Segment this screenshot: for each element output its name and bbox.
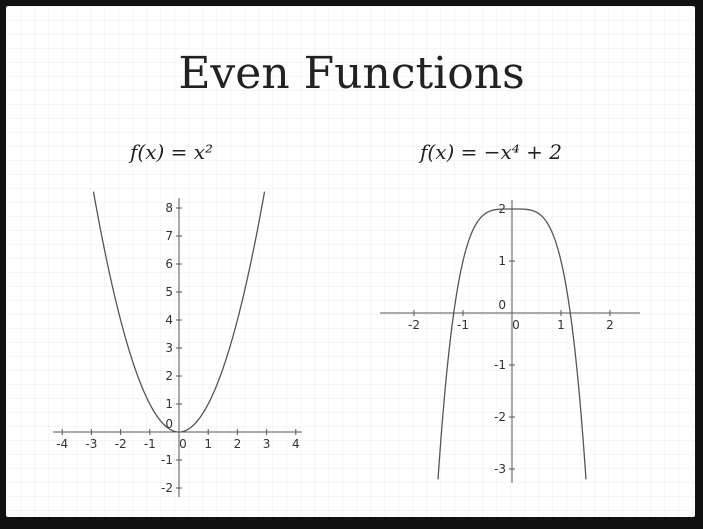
x-tick-label: 0 <box>512 318 520 332</box>
formula-left: f(x) = x² <box>130 140 214 164</box>
x-tick-label: -1 <box>457 318 469 332</box>
y-tick-label: 4 <box>165 313 173 327</box>
y-tick-label: 3 <box>165 341 173 355</box>
y-tick-label: -2 <box>494 410 506 424</box>
x-tick-label: 4 <box>292 437 300 451</box>
x-tick-label: -4 <box>56 437 68 451</box>
chart-right: -2 -1 0 1 221-1-2-30 <box>380 200 640 483</box>
x-tick-label: 3 <box>263 437 271 451</box>
y-tick-label: 5 <box>165 285 173 299</box>
x-tick-label: 2 <box>606 318 614 332</box>
chart-left: -4 -3 -2 -1 0 1 2 3 4 8 7 6 5 4 3 2 1 -1 -2 0 <box>53 191 302 497</box>
y-tick-label: 1 <box>165 397 173 411</box>
x-tick-label: -3 <box>85 437 97 451</box>
y-tick-label: 2 <box>165 369 173 383</box>
x-tick-label: 1 <box>557 318 565 332</box>
slide <box>6 6 695 517</box>
y-tick-label: 7 <box>165 229 173 243</box>
x-tick-label: -2 <box>408 318 420 332</box>
x-tick-label: -2 <box>115 437 127 451</box>
y-tick-label: 6 <box>165 257 173 271</box>
y-tick-label: -1 <box>161 453 173 467</box>
formula-right: f(x) = −x⁴ + 2 <box>420 140 563 164</box>
x-tick-label: 2 <box>234 437 242 451</box>
x-tick-label: 1 <box>204 437 212 451</box>
x-tick-label: -1 <box>144 437 156 451</box>
slide-title: Even Functions <box>178 48 525 99</box>
y-tick-label: 1 <box>498 254 506 268</box>
y-tick-label: -1 <box>494 358 506 372</box>
y-tick-label: -3 <box>494 462 506 476</box>
y-tick-label: -2 <box>161 481 173 495</box>
y-tick-label: 0 <box>498 298 506 312</box>
function-curve <box>437 208 587 480</box>
y-tick-label: 8 <box>165 201 173 215</box>
x-tick-label: 0 <box>179 437 187 451</box>
y-tick-label: 0 <box>165 417 173 431</box>
function-curve <box>92 191 266 433</box>
